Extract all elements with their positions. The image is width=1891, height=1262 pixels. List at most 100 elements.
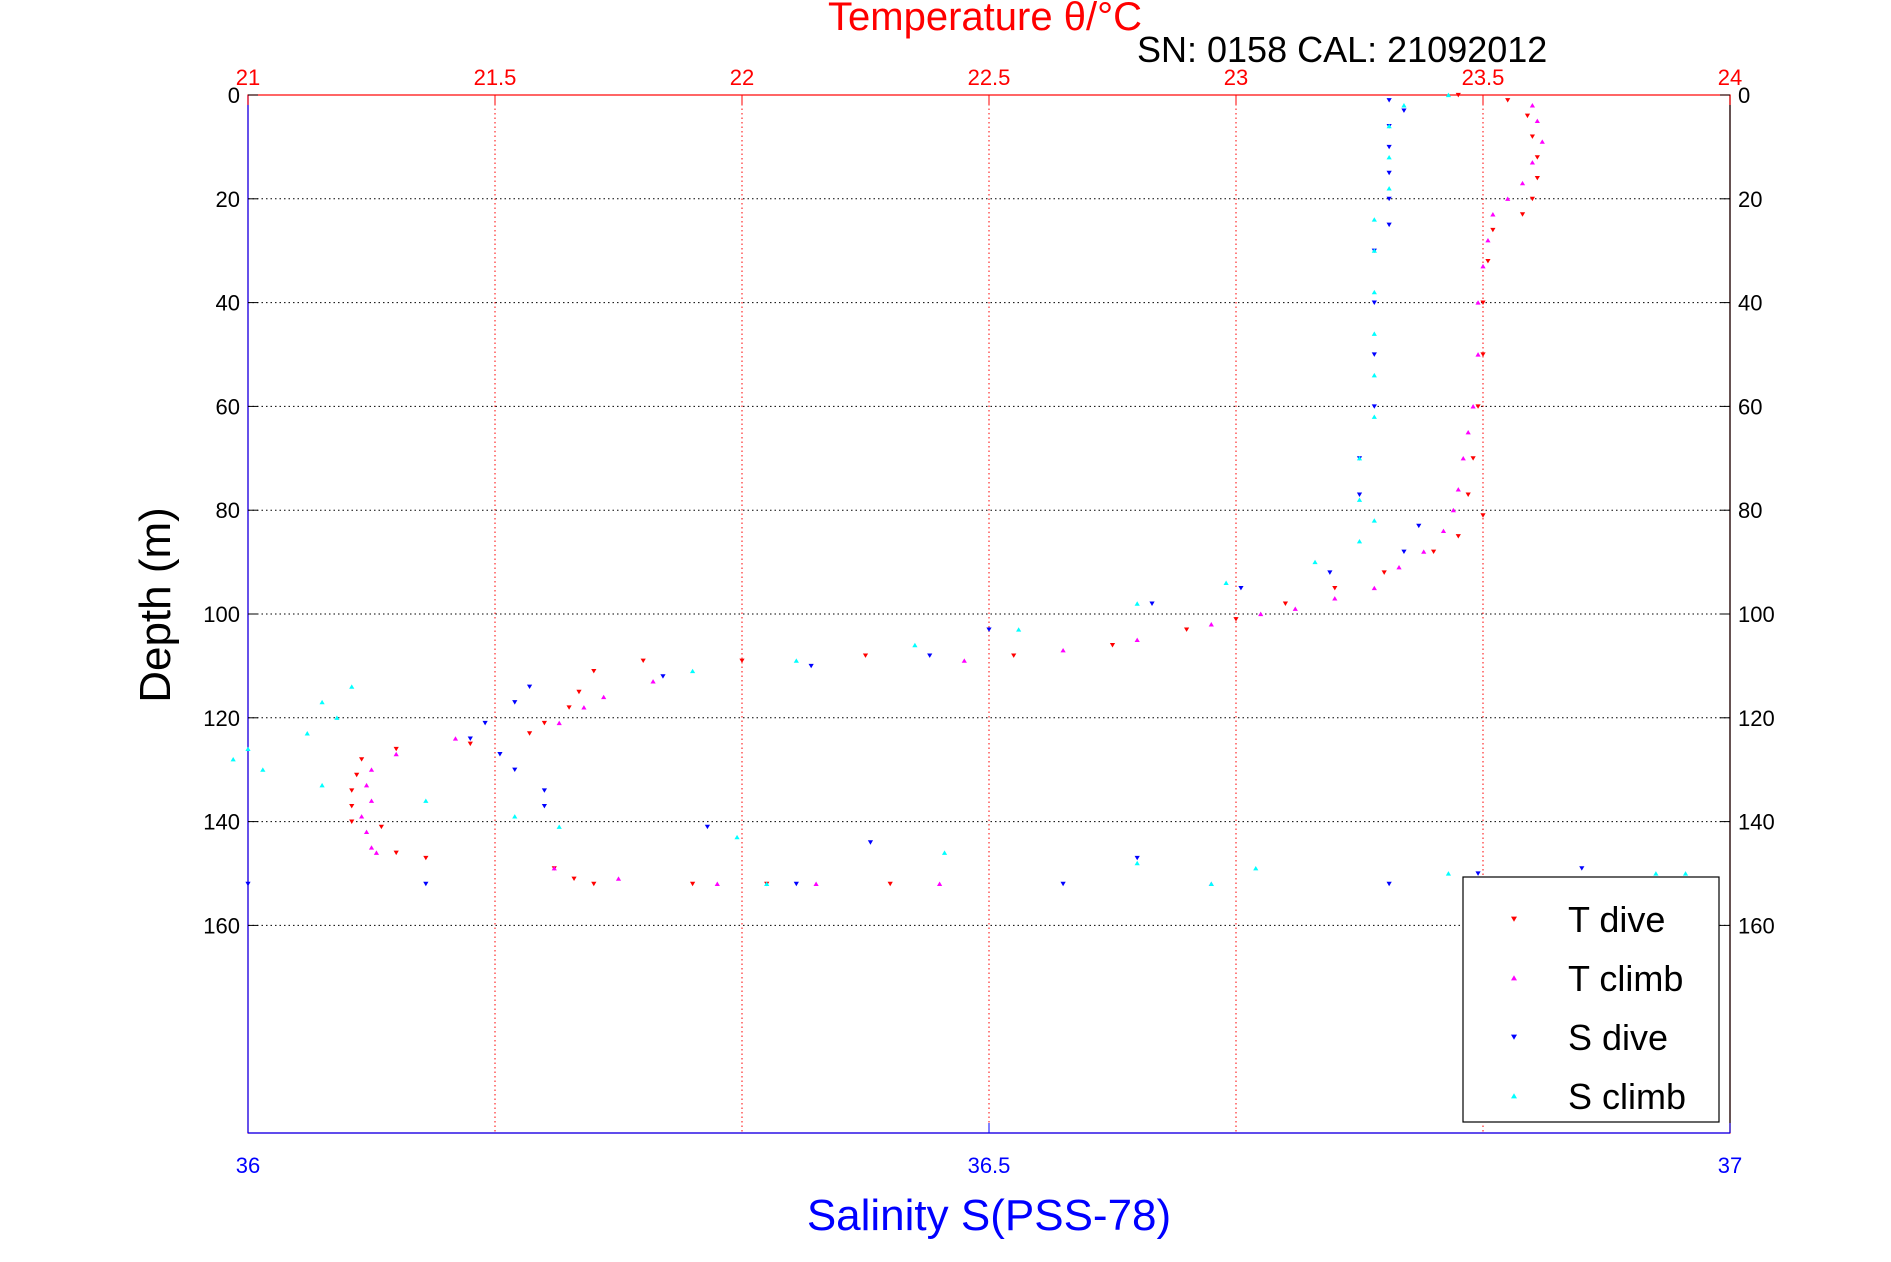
data-point [349, 684, 355, 689]
depth-tick-label-left: 160 [203, 913, 240, 938]
chart-title: Temperature θ/°C [828, 0, 1142, 39]
data-point [1060, 647, 1066, 653]
data-point [1519, 212, 1526, 217]
data-point [1460, 455, 1466, 461]
data-point [1480, 513, 1486, 518]
data-point [1416, 523, 1422, 529]
data-point [793, 658, 799, 663]
data-point [1480, 263, 1486, 269]
data-point [1539, 139, 1545, 144]
data-point [423, 855, 429, 861]
data-point [601, 694, 607, 700]
data-point [551, 865, 557, 871]
depth-tick-label-left: 60 [216, 394, 240, 419]
data-point [1060, 881, 1066, 887]
salinity-tick-label: 37 [1718, 1153, 1742, 1178]
data-point [1223, 580, 1229, 585]
data-point [1524, 113, 1531, 119]
data-point [1386, 196, 1392, 202]
data-point [581, 705, 587, 710]
data-point [1258, 611, 1264, 617]
data-point [393, 850, 399, 856]
data-point [793, 881, 799, 887]
data-point [378, 824, 384, 830]
data-point [1529, 196, 1535, 202]
data-point [1386, 144, 1392, 150]
data-point [660, 674, 666, 679]
data-point [1475, 404, 1481, 409]
chart-subtitle: SN: 0158 CAL: 21092012 [1137, 29, 1547, 70]
data-point [571, 876, 577, 882]
data-point [1016, 627, 1022, 632]
data-point [927, 653, 933, 658]
data-point [1445, 92, 1452, 98]
data-point [230, 756, 236, 762]
depth-tick-label-right: 60 [1738, 394, 1762, 419]
data-point [1371, 300, 1377, 305]
data-point [1455, 487, 1461, 492]
data-point [1371, 414, 1377, 419]
data-point [1356, 492, 1363, 497]
data-point [912, 642, 918, 648]
data-point [1371, 585, 1377, 591]
data-point [497, 752, 503, 757]
series-t-dive [349, 92, 1540, 887]
data-point [937, 881, 943, 886]
data-point [1109, 643, 1116, 648]
data-point [576, 689, 582, 695]
data-point [808, 663, 814, 669]
data-point [813, 881, 819, 886]
data-point [1386, 98, 1392, 103]
data-point [566, 705, 572, 710]
data-point [1238, 585, 1244, 591]
data-point [690, 881, 696, 887]
depth-tick-label-left: 80 [216, 498, 240, 523]
data-point [1475, 352, 1481, 357]
data-point [1490, 227, 1496, 233]
data-point [887, 881, 893, 887]
depth-tick-label-left: 20 [216, 187, 240, 212]
data-point [1505, 98, 1511, 103]
data-point [452, 736, 459, 741]
data-point [1519, 180, 1526, 186]
data-point [764, 881, 770, 886]
temperature-tick-label: 21.5 [474, 65, 517, 90]
data-point [245, 746, 251, 752]
data-point [260, 767, 266, 772]
depth-tick-label-right: 40 [1738, 291, 1762, 316]
data-point [334, 715, 340, 720]
data-point [304, 731, 310, 736]
data-point [1011, 653, 1017, 658]
data-point [354, 772, 360, 778]
data-point [359, 814, 365, 819]
data-point [1381, 570, 1387, 575]
data-point [1401, 549, 1407, 555]
data-point [1356, 497, 1363, 502]
data-point [1490, 212, 1496, 217]
data-point [739, 658, 745, 664]
data-point [1208, 622, 1214, 627]
data-point [1485, 259, 1491, 264]
salinity-tick-label: 36.5 [968, 1153, 1011, 1178]
data-point [714, 881, 720, 886]
data-point [1534, 118, 1540, 124]
data-point [556, 720, 562, 726]
data-point [423, 798, 429, 803]
depth-tick-label-left: 140 [203, 810, 240, 835]
data-point [526, 684, 533, 689]
data-point [319, 699, 325, 705]
data-points [230, 92, 1689, 887]
data-point [1371, 372, 1377, 378]
data-point [1455, 92, 1461, 98]
axis-ticks: 21 21.5 22 22.5 23 23.5 24 36 36.5 37 0 0 20 20 40 40 60… [203, 65, 1774, 1178]
data-point [1356, 539, 1363, 544]
legend-marker [1511, 916, 1517, 922]
data-point [1470, 456, 1476, 461]
data-point [1440, 528, 1447, 534]
data-point [1386, 154, 1392, 160]
data-point [1505, 196, 1511, 201]
series-s-climb [230, 92, 1689, 886]
temperature-tick-label: 21 [236, 65, 260, 90]
legend-item: S dive [1511, 1017, 1668, 1058]
data-point [467, 741, 473, 747]
